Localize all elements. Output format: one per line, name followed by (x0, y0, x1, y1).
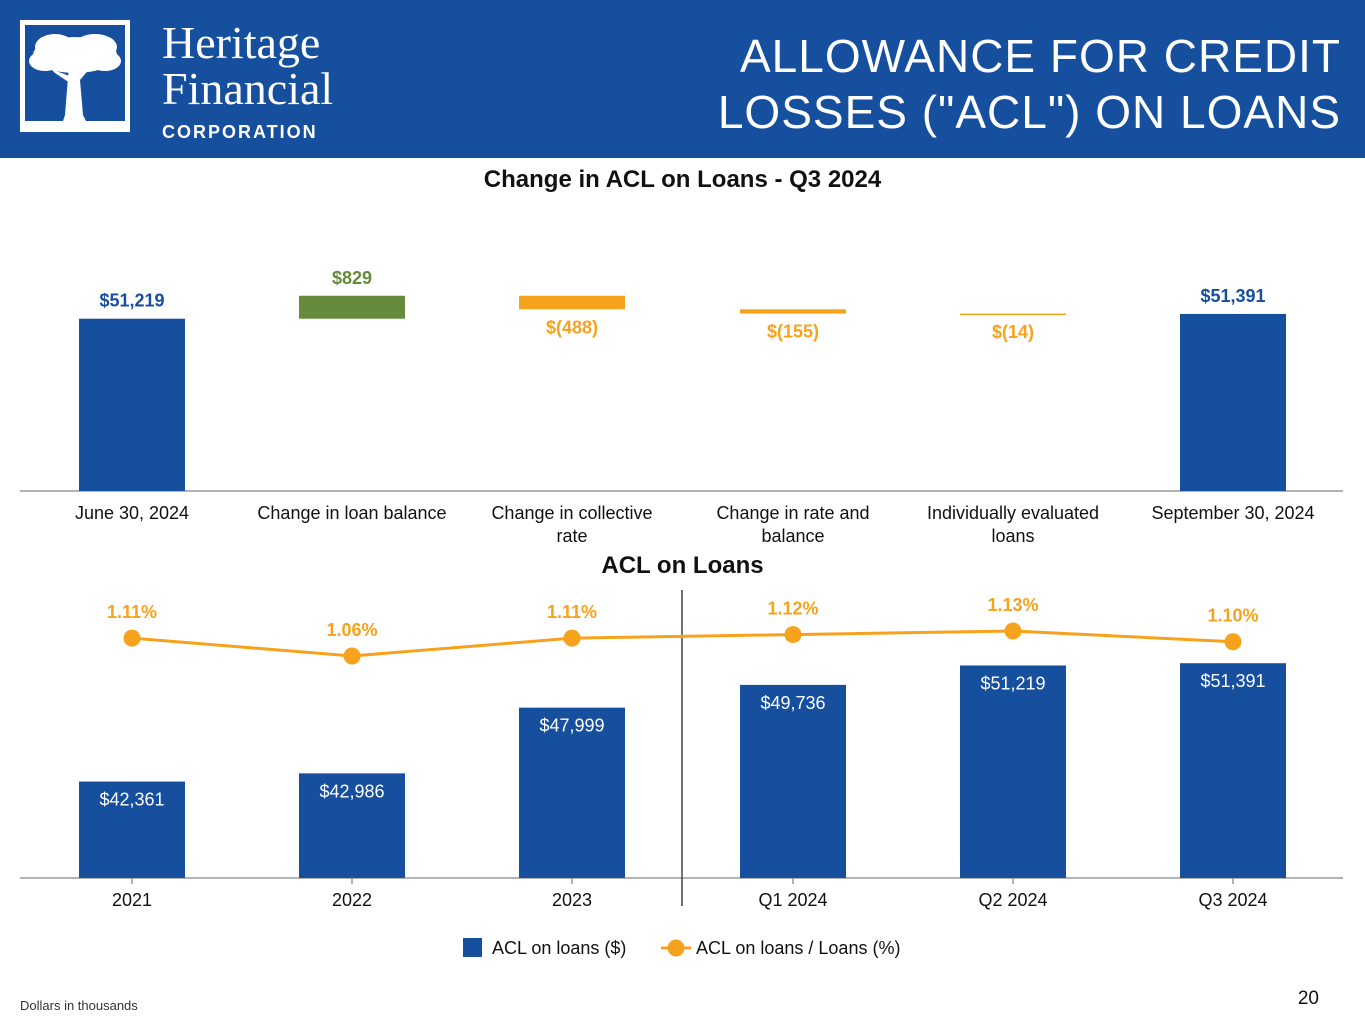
waterfall-category-label: Individually evaluated (927, 503, 1099, 523)
company-name-line2: Financial (162, 63, 334, 114)
acl-bar (519, 707, 625, 878)
acl-ratio-label: 1.06% (326, 620, 377, 640)
tree-icon (25, 34, 125, 127)
waterfall-bar (1180, 313, 1286, 491)
waterfall-data-label: $(488) (546, 317, 598, 337)
waterfall-data-label: $51,391 (1200, 286, 1265, 306)
waterfall-bar (740, 309, 846, 314)
acl-ratio-line (131, 629, 1234, 658)
acl-category-label: 2023 (552, 890, 592, 910)
acl-ratio-point (1224, 633, 1242, 651)
acl-bar-label: $47,999 (539, 716, 604, 736)
acl-ratio-point (1004, 622, 1022, 640)
acl-ratio-point (784, 626, 802, 644)
waterfall-chart-title: Change in ACL on Loans - Q3 2024 (483, 166, 882, 193)
company-name: Heritage Financial CORPORATION (162, 20, 333, 143)
waterfall-data-label: $(155) (767, 322, 819, 342)
acl-category-label: 2021 (112, 890, 152, 910)
charts-canvas: $51,219 $829 $(488) $(155) $(14) $51,391 June … (20, 268, 1343, 958)
page-title: ALLOWANCE FOR CREDIT LOSSES ("ACL") ON L… (718, 28, 1341, 140)
legend-swatch-marker (667, 939, 685, 957)
header-banner: Heritage Financial CORPORATION ALLOWANCE… (0, 0, 1365, 158)
waterfall-category-label: September 30, 2024 (1151, 503, 1314, 523)
waterfall-bar (519, 295, 625, 310)
waterfall-bar (79, 318, 185, 491)
acl-bar (1180, 663, 1286, 878)
waterfall-data-label: $(14) (992, 322, 1034, 342)
waterfall-category-label: loans (991, 526, 1034, 546)
acl-bar (299, 773, 405, 878)
acl-category-label: Q1 2024 (758, 890, 827, 910)
acl-ratio-point (343, 647, 361, 665)
waterfall-data-label: $829 (332, 268, 372, 288)
acl-bar-label: $42,986 (319, 781, 384, 801)
acl-category-label: 2022 (332, 890, 372, 910)
legend-swatch-bars (463, 938, 482, 957)
acl-chart-title: ACL on Loans (601, 552, 764, 579)
acl-ratio-label: 1.12% (767, 599, 818, 619)
page-number: 20 (1297, 988, 1319, 1009)
legend-label-bars: ACL on loans ($) (492, 938, 626, 958)
footnote: Dollars in thousands (20, 998, 138, 1013)
waterfall-category-label: rate (556, 526, 587, 546)
acl-category-label: Q3 2024 (1198, 890, 1267, 910)
company-name-line1: Heritage (162, 17, 321, 68)
waterfall-category-label: Change in collective (491, 503, 652, 523)
waterfall-category-label: Change in loan balance (257, 503, 446, 523)
acl-ratio-point (563, 629, 581, 647)
waterfall-category-label: June 30, 2024 (75, 503, 189, 523)
acl-bar-label: $42,361 (99, 790, 164, 810)
waterfall-bar (299, 295, 405, 319)
page-title-line2: LOSSES ("ACL") ON LOANS (717, 86, 1341, 138)
acl-bar (740, 684, 846, 878)
page-title-line1: ALLOWANCE FOR CREDIT (739, 30, 1341, 82)
acl-bar-label: $51,219 (980, 673, 1045, 693)
legend-label-line: ACL on loans / Loans (%) (696, 938, 900, 958)
waterfall-data-label: $51,219 (99, 291, 164, 311)
acl-category-label: Q2 2024 (978, 890, 1047, 910)
acl-bar (960, 665, 1066, 878)
waterfall-category-label: Change in rate and (716, 503, 869, 523)
acl-ratio-label: 1.10% (1207, 606, 1258, 626)
acl-ratio-point (123, 629, 141, 647)
waterfall-bar (960, 313, 1066, 316)
logo (20, 20, 130, 132)
company-name-line3: CORPORATION (162, 122, 318, 142)
acl-ratio-label: 1.11% (547, 602, 597, 622)
waterfall-category-label: balance (761, 526, 824, 546)
acl-ratio-label: 1.11% (107, 602, 157, 622)
acl-bar-label: $51,391 (1200, 671, 1265, 691)
acl-bar (79, 781, 185, 878)
acl-ratio-label: 1.13% (987, 595, 1038, 615)
acl-bar-label: $49,736 (760, 693, 825, 713)
